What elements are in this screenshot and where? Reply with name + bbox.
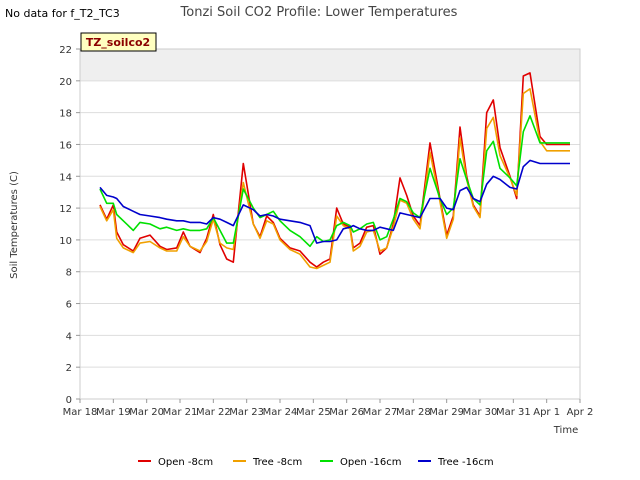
x-tick-label: Mar 22 [196, 407, 231, 418]
y-axis-ticks: 0 2 4 6 8 10 12 14 16 18 20 22 [59, 45, 80, 406]
legend: Open -8cm Tree -8cm Open -16cm Tree -16cm [138, 457, 494, 468]
legend-label-open-16cm: Open -16cm [340, 457, 401, 468]
series-line-tree-8cm [99, 88, 570, 270]
x-tick-label: Mar 29 [429, 407, 464, 418]
y-tick-label: 12 [59, 204, 72, 215]
badge-box [80, 32, 157, 52]
y-tick-label: 6 [66, 300, 72, 311]
legend-label-tree-8cm: Tree -8cm [252, 457, 302, 468]
y-tick-label: 0 [66, 395, 72, 406]
series-lines [99, 72, 570, 270]
x-tick-label: Mar 25 [296, 407, 331, 418]
x-tick-label: Mar 28 [396, 407, 431, 418]
y-tick-label: 22 [59, 45, 72, 56]
plot-border [79, 48, 581, 400]
badge: TZ_soilco2 [80, 32, 157, 52]
x-tick-label: Mar 19 [96, 407, 131, 418]
y-tick-label: 14 [59, 172, 72, 183]
series-line-open-16cm [99, 115, 570, 248]
background-band [80, 49, 580, 81]
legend-label-open-8cm: Open -8cm [158, 457, 213, 468]
x-tick-label: Mar 20 [129, 407, 164, 418]
x-tick-label: Mar 30 [463, 407, 498, 418]
badge-label: TZ_soilco2 [86, 36, 150, 49]
x-tick-label: Mar 24 [263, 407, 298, 418]
x-axis-label: Time [553, 425, 578, 436]
legend-label-tree-16cm: Tree -16cm [437, 457, 494, 468]
y-tick-label: 8 [66, 268, 72, 279]
x-tick-label: Mar 23 [229, 407, 264, 418]
x-tick-label: Mar 31 [496, 407, 531, 418]
plot-background-bands [80, 49, 580, 81]
gridlines [80, 48, 580, 400]
x-tick-label: Mar 26 [329, 407, 364, 418]
x-tick-label: Apr 2 [567, 407, 594, 418]
x-tick-label: Mar 27 [363, 407, 398, 418]
chart-title: Tonzi Soil CO2 Profile: Lower Temperatur… [180, 5, 458, 20]
x-tick-label: Mar 18 [63, 407, 98, 418]
y-tick-label: 20 [59, 77, 72, 88]
y-tick-label: 16 [59, 140, 72, 151]
y-tick-label: 2 [66, 363, 72, 374]
y-tick-label: 18 [59, 109, 72, 120]
y-tick-label: 4 [66, 331, 72, 342]
series-line-tree-16cm [99, 159, 570, 244]
y-axis-label: Soil Temperatures (C) [9, 171, 20, 279]
x-tick-label: Mar 21 [163, 407, 198, 418]
no-data-message: No data for f_T2_TC3 [5, 7, 120, 20]
series-line-open-8cm [99, 72, 570, 268]
x-tick-label: Apr 1 [533, 407, 560, 418]
y-tick-label: 10 [59, 236, 72, 247]
